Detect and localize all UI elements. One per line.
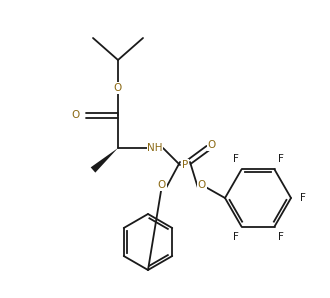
Text: P: P — [182, 160, 188, 170]
Text: O: O — [158, 180, 166, 190]
Text: F: F — [278, 154, 283, 164]
Text: O: O — [208, 140, 216, 150]
Text: NH: NH — [147, 143, 163, 153]
Text: F: F — [233, 232, 239, 242]
Polygon shape — [91, 148, 118, 173]
Text: F: F — [300, 193, 306, 203]
Text: F: F — [278, 232, 283, 242]
Text: O: O — [114, 83, 122, 93]
Text: O: O — [198, 180, 206, 190]
Text: F: F — [233, 154, 239, 164]
Text: O: O — [72, 110, 80, 120]
